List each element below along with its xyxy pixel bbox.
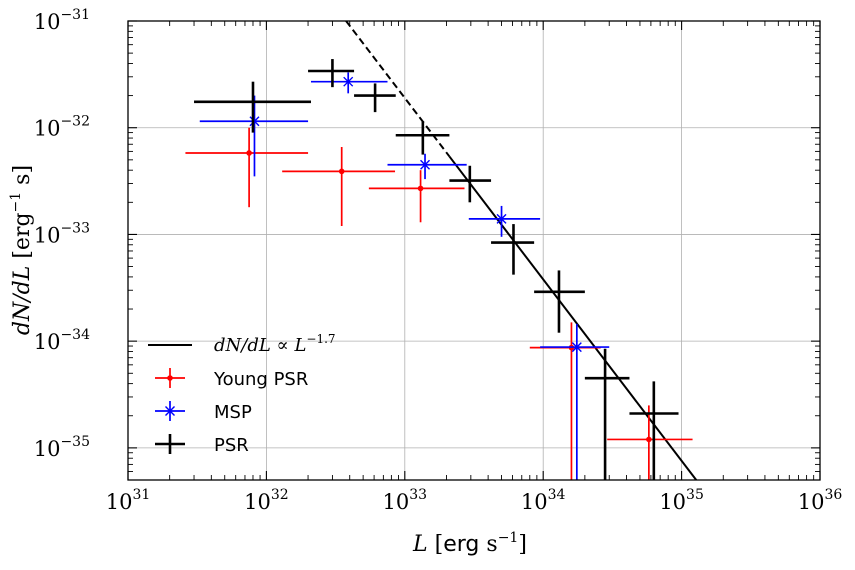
grid-lines: [128, 21, 820, 480]
legend: dN/dL ∝ L−1.7 Young PSR MSP PSR: [148, 332, 336, 456]
data-point: [529, 322, 601, 480]
point-marker: [343, 76, 354, 87]
data-point: [308, 59, 355, 88]
legend-msp-marker-icon: [155, 401, 185, 421]
y-tick-label: 10−34: [34, 327, 90, 354]
data-point: [629, 381, 679, 480]
x-tick-label: 1036: [798, 487, 843, 514]
data-point: [387, 153, 467, 180]
x-tick-label: 1031: [106, 487, 151, 514]
legend-psr-marker-icon: [155, 434, 185, 454]
data-point: [607, 405, 693, 480]
x-tick-label: 1034: [521, 487, 566, 514]
legend-fit-label: dN/dL ∝ L−1.7: [214, 332, 336, 356]
data-point: [468, 205, 541, 237]
y-tick-label: 10−31: [34, 7, 90, 34]
x-tick-labels: 1031 1032 1033 1034 1035 1036: [106, 487, 843, 514]
data-point: [534, 270, 585, 333]
x-tick-label: 1033: [383, 487, 428, 514]
power-law-solid-line: [448, 155, 698, 480]
legend-marker: [165, 406, 175, 416]
series-young-psr: [185, 127, 693, 480]
legend-young-psr-marker-icon: [155, 368, 185, 388]
power-law-dashed-line: [345, 21, 451, 158]
y-tick-label: 10−32: [34, 114, 90, 141]
data-point: [368, 170, 465, 223]
legend-young-psr-label: Young PSR: [213, 369, 308, 390]
point-marker: [646, 436, 652, 443]
legend-entry-young-psr: Young PSR: [155, 368, 308, 390]
legend-psr-label: PSR: [214, 435, 249, 456]
point-marker: [417, 185, 424, 192]
point-marker: [496, 213, 507, 224]
data-point: [354, 83, 396, 113]
legend-marker: [167, 375, 173, 381]
data-point: [540, 323, 610, 480]
data-point: [491, 224, 535, 275]
power-law-fit: [345, 21, 698, 480]
y-tick-label: 10−33: [34, 220, 90, 247]
legend-msp-label: MSP: [214, 402, 252, 423]
data-point: [449, 165, 492, 203]
data-point: [310, 72, 388, 94]
x-tick-label: 1035: [659, 487, 704, 514]
legend-entry-msp: MSP: [155, 401, 252, 423]
data-point: [194, 81, 311, 133]
x-tick-label: 1032: [244, 487, 289, 514]
data-point: [584, 348, 630, 480]
point-marker: [420, 159, 431, 170]
y-tick-labels: 10−35 10−34 10−33 10−32 10−31: [34, 7, 90, 461]
series-msp: [199, 72, 610, 480]
data-point: [185, 127, 309, 208]
y-tick-label: 10−35: [34, 434, 90, 461]
legend-entry-psr: PSR: [155, 434, 249, 456]
point-marker: [338, 168, 345, 175]
data-point: [282, 146, 396, 226]
plot-frame: [127, 20, 821, 481]
point-marker: [246, 150, 252, 156]
data-series: [185, 59, 693, 480]
x-axis-title: L [erg s−1]: [412, 530, 527, 557]
point-marker: [249, 116, 260, 127]
point-marker: [571, 342, 582, 353]
legend-entry-fit: dN/dL ∝ L−1.7: [148, 332, 336, 356]
data-point: [395, 121, 450, 155]
y-axis-title: dN/dL [erg−1 s]: [8, 165, 35, 335]
minor-ticks: [128, 21, 820, 480]
series-psr: [194, 59, 679, 480]
